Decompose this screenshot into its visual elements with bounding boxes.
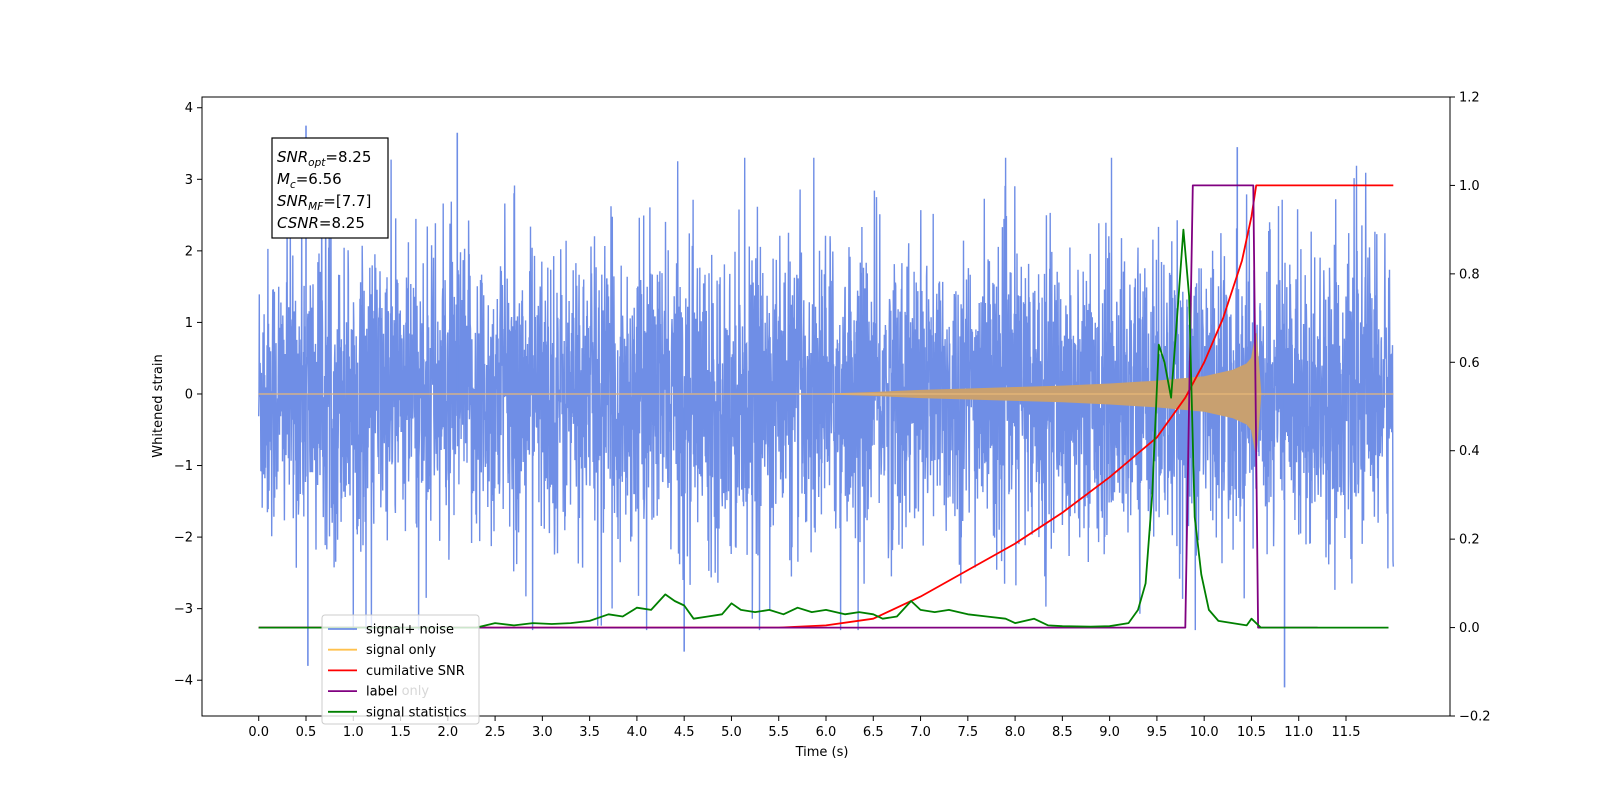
x-tick-label: 9.0 bbox=[1099, 725, 1120, 740]
legend-label: label bbox=[366, 685, 397, 700]
x-tick-label: 2.0 bbox=[437, 725, 458, 740]
y-left-tick-label: 1 bbox=[185, 316, 193, 331]
legend-label: signal only bbox=[366, 643, 436, 658]
series-signal-noise bbox=[258, 125, 1394, 688]
x-tick-label: 6.5 bbox=[863, 725, 884, 740]
y-left-tick-label: −1 bbox=[174, 459, 193, 474]
x-tick-label: 10.0 bbox=[1190, 725, 1219, 740]
y-left-tick-label: 0 bbox=[185, 387, 193, 402]
y-left-tick-label: −4 bbox=[174, 674, 193, 689]
legend-hidden-text: label only bbox=[366, 684, 429, 699]
series-signal-only bbox=[258, 333, 1394, 455]
x-axis-label: Time (s) bbox=[795, 745, 849, 760]
x-tick-label: 0.0 bbox=[248, 725, 269, 740]
x-tick-label: 7.5 bbox=[957, 725, 978, 740]
x-tick-label: 3.5 bbox=[579, 725, 600, 740]
legend-label: cumilative SNR bbox=[366, 664, 465, 679]
y-right-tick-label: 0.0 bbox=[1459, 621, 1480, 636]
y-right-tick-label: 0.4 bbox=[1459, 444, 1480, 459]
y-left-tick-label: 3 bbox=[185, 173, 193, 188]
y-right-tick-label: 0.6 bbox=[1459, 356, 1480, 371]
y-right-tick-label: −0.2 bbox=[1459, 710, 1491, 725]
x-tick-label: 0.5 bbox=[296, 725, 317, 740]
y-left-tick-label: 4 bbox=[185, 101, 193, 116]
signal-noise-line bbox=[258, 157, 1394, 631]
series-signal-statistics bbox=[258, 228, 1389, 629]
x-tick-label: 3.0 bbox=[532, 725, 553, 740]
y-axis-left: 4 3 2 1 0 −1 −2 −3 −4 bbox=[174, 101, 202, 689]
annotation-line: SNRopt=8.25 bbox=[277, 148, 371, 169]
x-tick-label: 5.5 bbox=[768, 725, 789, 740]
y-left-tick-label: 2 bbox=[185, 244, 193, 259]
x-tick-label: 4.5 bbox=[674, 725, 695, 740]
x-tick-label: 4.0 bbox=[627, 725, 648, 740]
x-tick-label: 11.0 bbox=[1284, 725, 1313, 740]
x-tick-label: 7.0 bbox=[910, 725, 931, 740]
y-left-tick-label: −3 bbox=[174, 602, 193, 617]
x-tick-label: 1.0 bbox=[343, 725, 364, 740]
stats-line bbox=[258, 228, 1389, 629]
x-tick-label: 9.5 bbox=[1147, 725, 1168, 740]
annotation-line: Mc=6.56 bbox=[277, 170, 342, 191]
y-left-tick-label: −2 bbox=[174, 531, 193, 546]
x-tick-label: 2.5 bbox=[485, 725, 506, 740]
annotation-line: SNRMF=[7.7] bbox=[277, 192, 371, 213]
x-tick-label: 1.5 bbox=[390, 725, 411, 740]
x-tick-label: 5.0 bbox=[721, 725, 742, 740]
annotation-line: CSNR=8.25 bbox=[277, 214, 365, 232]
y-axis-left-label: Whitened strain bbox=[151, 354, 166, 457]
x-tick-label: 10.5 bbox=[1237, 725, 1266, 740]
legend: label only signal+ noise signal only cumil… bbox=[321, 614, 480, 725]
legend-label: signal+ noise bbox=[366, 623, 454, 638]
y-right-tick-label: 1.0 bbox=[1459, 179, 1480, 194]
x-tick-label: 8.5 bbox=[1052, 725, 1073, 740]
y-right-tick-label: 0.8 bbox=[1459, 267, 1480, 282]
y-right-tick-label: 1.2 bbox=[1459, 91, 1480, 106]
x-tick-label: 8.0 bbox=[1005, 725, 1026, 740]
x-axis: 0.0 0.5 1.0 1.5 2.0 2.5 3.0 3.5 4.0 4.5 5.0 5.5 6.0 6… bbox=[248, 716, 1360, 740]
x-tick-label: 11.5 bbox=[1332, 725, 1361, 740]
legend-label: signal statistics bbox=[366, 705, 467, 720]
y-axis-right: 1.2 1.0 0.8 0.6 0.4 0.2 0.0 −0.2 bbox=[1450, 91, 1491, 725]
x-tick-label: 6.0 bbox=[816, 725, 837, 740]
y-right-tick-label: 0.2 bbox=[1459, 533, 1480, 548]
